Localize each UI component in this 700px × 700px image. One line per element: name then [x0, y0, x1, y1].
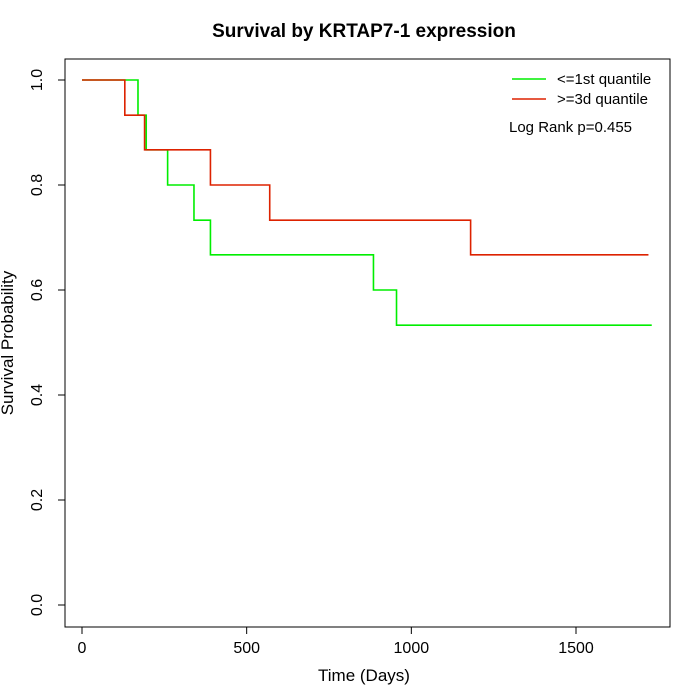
x-axis: 0 500 1000 1500 [78, 626, 594, 657]
y-tick-label: 0.6 [29, 279, 46, 301]
y-axis-title: Survival Probability [0, 270, 17, 415]
y-axis: 0.0 0.2 0.4 0.6 0.8 1.0 [29, 69, 66, 616]
plot-frame [64, 58, 671, 628]
survival-curve-1 [82, 79, 652, 326]
x-tick-label: 1000 [394, 640, 430, 657]
legend-label-1: <=1st quantile [557, 71, 651, 88]
legend: <=1st quantile >=3d quantile [512, 71, 651, 108]
y-tick-label: 0.4 [29, 384, 46, 406]
y-tick-label: 0.8 [29, 174, 46, 196]
y-tick-label: 0.0 [29, 594, 46, 616]
y-tick-label: 0.2 [29, 489, 46, 511]
x-tick-label: 1500 [558, 640, 594, 657]
survival-curve-2 [82, 79, 649, 256]
x-tick-label: 500 [233, 640, 260, 657]
legend-label-2: >=3d quantile [557, 91, 648, 108]
x-tick-label: 0 [78, 640, 87, 657]
series-layer [82, 79, 652, 326]
log-rank-annotation: Log Rank p=0.455 [509, 119, 632, 136]
y-tick-label: 1.0 [29, 69, 46, 91]
chart-title: Survival by KRTAP7-1 expression [212, 21, 516, 42]
x-axis-title: Time (Days) [318, 666, 410, 685]
